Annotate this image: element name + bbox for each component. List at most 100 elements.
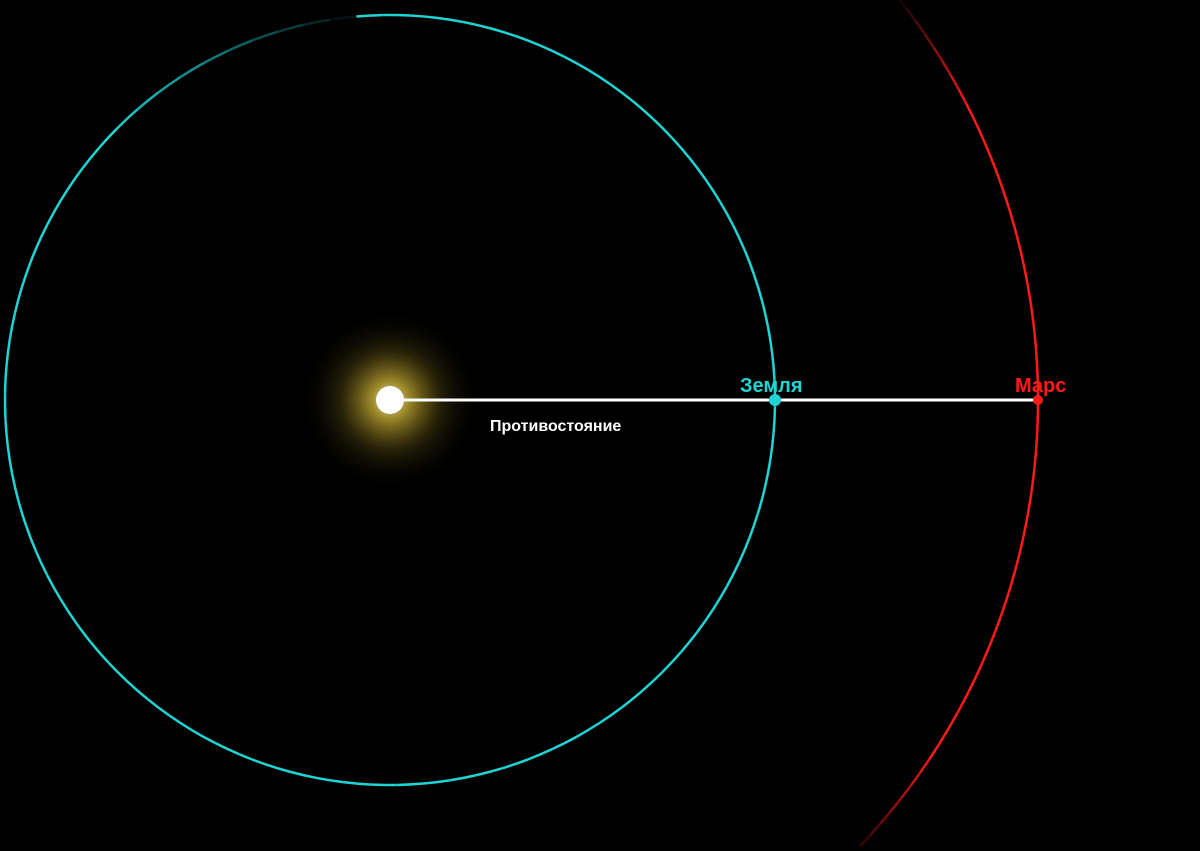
earth-orbit-segment xyxy=(739,538,749,563)
earth-orbit-segment xyxy=(689,158,705,179)
mars-orbit-segment xyxy=(951,75,959,89)
earth-orbit-segment xyxy=(697,610,712,632)
earth-orbit-segment xyxy=(192,730,216,743)
earth-orbit-segment xyxy=(528,749,553,759)
mars-orbit-segment xyxy=(901,785,911,798)
mars-orbit-segment xyxy=(870,823,881,835)
mars-orbit-segment xyxy=(1019,539,1023,555)
earth-orbit-segment xyxy=(8,447,12,474)
earth-orbit-segment xyxy=(36,550,47,574)
earth-orbit-segment xyxy=(553,737,577,749)
earth-orbit-segment xyxy=(762,300,768,326)
mars-orbit-segment xyxy=(938,732,946,746)
earth-orbit-segment xyxy=(277,25,303,32)
earth-orbit-segment xyxy=(67,168,82,190)
mars-orbit-segment xyxy=(1037,412,1038,428)
earth-orbit-segment xyxy=(6,420,8,447)
mars-orbit-segment xyxy=(1028,285,1031,301)
mars-orbit-segment xyxy=(891,798,901,811)
mars-orbit-segment xyxy=(1031,476,1033,492)
earth-orbit-segment xyxy=(410,16,437,18)
earth-orbit-segment xyxy=(41,213,53,237)
earth-orbit-segment xyxy=(705,179,720,202)
mars-orbit-segment xyxy=(989,631,995,646)
mars-orbit-segment xyxy=(966,103,973,117)
earth-orbit-segment xyxy=(99,128,117,148)
earth-orbit-segment xyxy=(343,782,370,784)
opposition-label: Противостояние xyxy=(490,418,621,436)
earth-orbit-segment xyxy=(727,563,739,587)
earth-orbit-segment xyxy=(672,137,690,157)
mars-orbit-segment xyxy=(1030,300,1032,316)
mars-orbit-segment xyxy=(1015,555,1019,571)
mars-orbit-segment xyxy=(976,661,983,676)
mars-orbit-segment xyxy=(1034,460,1036,476)
mars-orbit-segment xyxy=(1017,238,1021,254)
earth-orbit-segment xyxy=(26,525,36,550)
mars-orbit-segment xyxy=(1036,428,1037,444)
mars-orbit-segment xyxy=(1009,207,1014,222)
mars-orbit-segment xyxy=(980,132,986,147)
earth-orbit-segment xyxy=(5,393,6,420)
mars-orbit-segment xyxy=(1036,348,1037,364)
mars-orbit-segment xyxy=(911,772,920,785)
earth-orbit-segment xyxy=(303,20,329,25)
earth-orbit-segment xyxy=(503,759,528,768)
mars-orbit-segment xyxy=(1025,269,1028,285)
earth-orbit-segment xyxy=(622,691,643,708)
mars-orbit-segment xyxy=(962,690,969,704)
mars-orbit-segment xyxy=(1004,192,1009,207)
earth-orbit-segment xyxy=(317,778,344,782)
mars-orbit-segment xyxy=(973,118,980,133)
earth-orbit-segment xyxy=(577,723,600,737)
mars-orbit-segment xyxy=(925,35,934,48)
mars-orbit-segment xyxy=(859,835,870,846)
mars-orbit-segment xyxy=(1006,586,1011,601)
earth-orbit-segment xyxy=(754,275,762,301)
mars-orbit-segment xyxy=(998,177,1003,192)
earth-label: Земля xyxy=(740,375,803,398)
earth-orbit-segment xyxy=(290,772,316,778)
earth-orbit-segment xyxy=(565,57,589,70)
mars-orbit-segment xyxy=(954,704,962,718)
earth-orbit-segment xyxy=(118,109,138,127)
earth-orbit-segment xyxy=(383,15,410,16)
mars-orbit-segment xyxy=(1023,524,1026,540)
earth-orbit-segment xyxy=(588,70,611,85)
earth-orbit-segment xyxy=(47,575,60,599)
earth-orbit-segment xyxy=(713,587,727,610)
earth-orbit-segment xyxy=(611,85,632,101)
earth-orbit-segment xyxy=(662,653,680,673)
mars-orbit-segment xyxy=(993,162,999,177)
earth-orbit-segment xyxy=(91,642,109,662)
earth-orbit-segment xyxy=(18,500,26,526)
mars-orbit-segment xyxy=(916,21,925,34)
mars-label: Марс xyxy=(1015,375,1066,398)
mars-orbit-segment xyxy=(1029,492,1031,508)
mars-orbit-segment xyxy=(1035,444,1036,460)
mars-orbit-segment xyxy=(1026,508,1029,524)
earth-orbit-segment xyxy=(12,473,18,499)
mars-orbit-segment xyxy=(1011,570,1015,585)
earth-orbit-segment xyxy=(477,768,503,775)
earth-orbit-segment xyxy=(227,41,252,51)
earth-orbit-segment xyxy=(148,699,169,715)
earth-orbit-segment xyxy=(720,202,733,226)
earth-orbit-segment xyxy=(127,682,147,700)
earth-orbit-segment xyxy=(540,46,564,57)
earth-orbit-segment xyxy=(22,262,31,287)
earth-orbit-segment xyxy=(758,487,765,513)
earth-orbit-segment xyxy=(10,313,15,339)
mars-orbit-segment xyxy=(929,746,938,759)
earth-orbit-segment xyxy=(744,250,754,275)
earth-orbit-segment xyxy=(330,16,357,19)
earth-orbit-segment xyxy=(265,764,291,772)
earth-orbit-segment xyxy=(768,327,772,354)
earth-orbit-segment xyxy=(653,118,672,137)
mars-orbit-segment xyxy=(1021,253,1024,269)
mars-orbit-segment xyxy=(920,759,929,772)
earth-orbit-segment xyxy=(137,93,158,110)
earth-orbit-segment xyxy=(765,460,770,486)
earth-orbit-segment xyxy=(397,784,424,785)
earth-orbit-segment xyxy=(632,101,652,119)
